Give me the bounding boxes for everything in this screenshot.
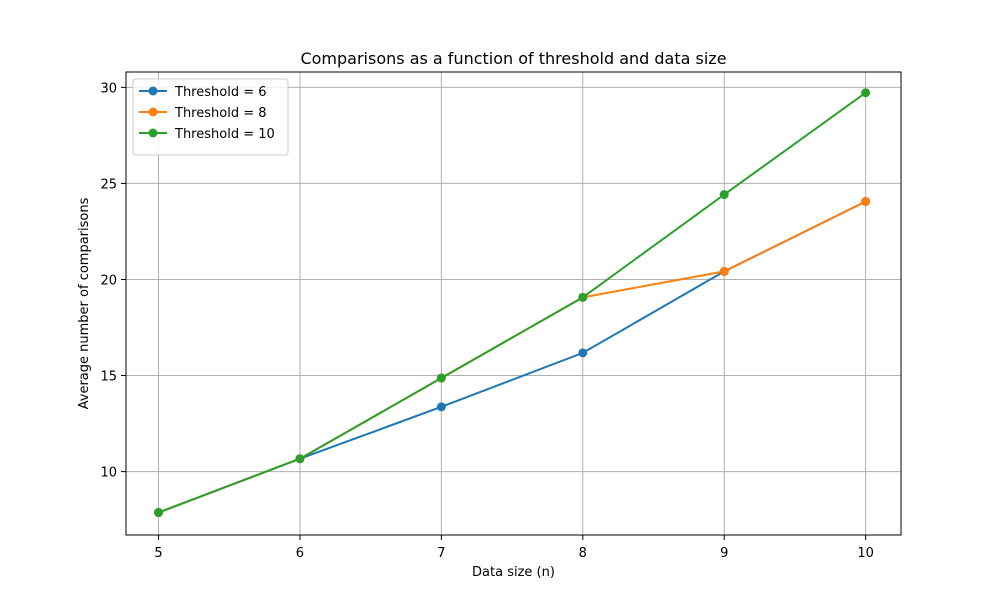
chart-title: Comparisons as a function of threshold a…	[300, 49, 726, 68]
legend-label: Threshold = 8	[174, 106, 267, 121]
x-tick-label: 9	[720, 546, 728, 561]
x-tick-label: 10	[857, 546, 874, 561]
data-point	[578, 293, 587, 302]
legend-swatch-marker	[149, 87, 158, 96]
y-tick-label: 15	[100, 370, 117, 385]
y-tick-label: 25	[100, 177, 117, 192]
legend-label: Threshold = 6	[174, 85, 267, 100]
y-tick-label: 20	[100, 273, 117, 288]
y-tick-label: 10	[100, 466, 117, 481]
x-tick-label: 5	[154, 546, 162, 561]
x-tick-label: 7	[437, 546, 445, 561]
legend-label: Threshold = 10	[174, 127, 275, 142]
legend: Threshold = 6 Threshold = 8 Threshold = 10	[133, 79, 288, 155]
data-point	[861, 88, 870, 97]
legend-swatch-marker	[149, 129, 158, 138]
data-point	[154, 508, 163, 517]
data-point	[578, 348, 587, 357]
data-point	[437, 402, 446, 411]
data-point	[720, 190, 729, 199]
y-axis-label: Average number of comparisons	[77, 197, 92, 409]
x-tick-label: 6	[296, 546, 304, 561]
legend-swatch-marker	[149, 108, 158, 117]
data-point	[437, 374, 446, 383]
y-tick-label: 30	[100, 81, 117, 96]
data-point	[295, 454, 304, 463]
x-tick-label: 8	[579, 546, 587, 561]
data-point	[861, 197, 870, 206]
x-axis-label: Data size (n)	[472, 565, 555, 580]
data-point	[720, 267, 729, 276]
